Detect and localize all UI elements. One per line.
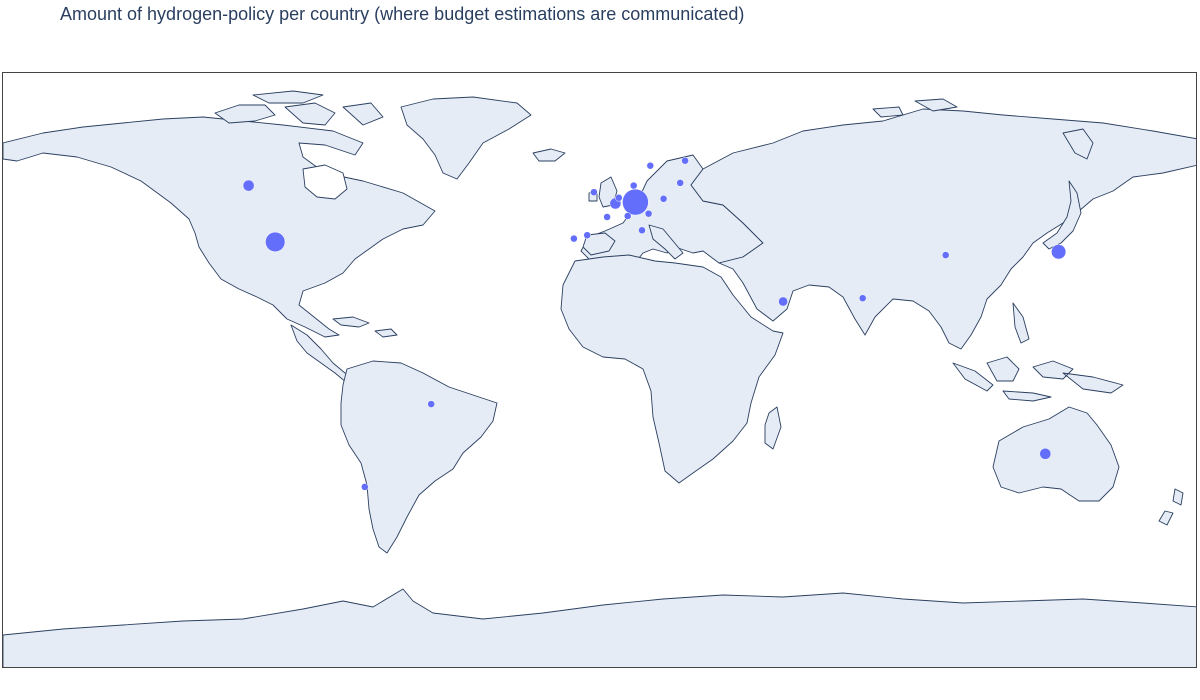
land-siberian-islands	[872, 98, 958, 118]
chart-title: Amount of hydrogen-policy per country (w…	[60, 4, 745, 24]
land-kamchatka	[1062, 128, 1094, 160]
land-layer	[3, 90, 1196, 667]
land-north-america	[3, 116, 436, 338]
country-marker[interactable]	[623, 212, 632, 220]
world-map[interactable]	[3, 73, 1197, 668]
country-marker[interactable]	[622, 188, 649, 216]
country-marker[interactable]	[1039, 447, 1052, 460]
land-north-america-hudson	[302, 164, 348, 200]
country-marker[interactable]	[583, 231, 591, 239]
country-marker[interactable]	[590, 188, 598, 196]
land-japan	[1042, 180, 1082, 250]
land-iberia	[582, 232, 616, 256]
land-new-zealand	[1158, 488, 1184, 526]
country-marker[interactable]	[638, 226, 646, 235]
country-marker[interactable]	[659, 195, 668, 203]
land-greenland	[400, 96, 532, 180]
land-italy	[648, 224, 684, 260]
land-southeast-asia-islands	[952, 302, 1124, 402]
land-africa	[560, 254, 784, 484]
country-marker[interactable]	[941, 251, 950, 259]
country-marker[interactable]	[615, 194, 623, 202]
country-marker[interactable]	[570, 234, 578, 243]
country-marker[interactable]	[265, 231, 286, 252]
country-marker[interactable]	[1051, 244, 1067, 260]
country-marker[interactable]	[644, 209, 653, 218]
land-antarctica	[3, 588, 1196, 667]
country-marker[interactable]	[242, 179, 255, 192]
land-asia	[690, 108, 1196, 350]
land-arctic-islands	[214, 90, 384, 126]
country-marker[interactable]	[603, 213, 611, 221]
marker-layer[interactable]	[242, 156, 1067, 491]
land-australia	[992, 406, 1120, 502]
country-marker[interactable]	[361, 483, 369, 491]
country-marker[interactable]	[681, 156, 689, 165]
country-marker[interactable]	[427, 400, 435, 408]
map-frame[interactable]	[2, 72, 1197, 668]
country-marker[interactable]	[646, 161, 655, 170]
land-caribbean	[332, 316, 398, 338]
country-marker[interactable]	[676, 179, 684, 187]
country-marker[interactable]	[858, 294, 867, 302]
land-iceland	[532, 148, 566, 162]
land-south-america	[340, 360, 498, 554]
land-madagascar	[764, 406, 782, 450]
country-marker[interactable]	[778, 296, 788, 307]
country-marker[interactable]	[629, 181, 638, 190]
